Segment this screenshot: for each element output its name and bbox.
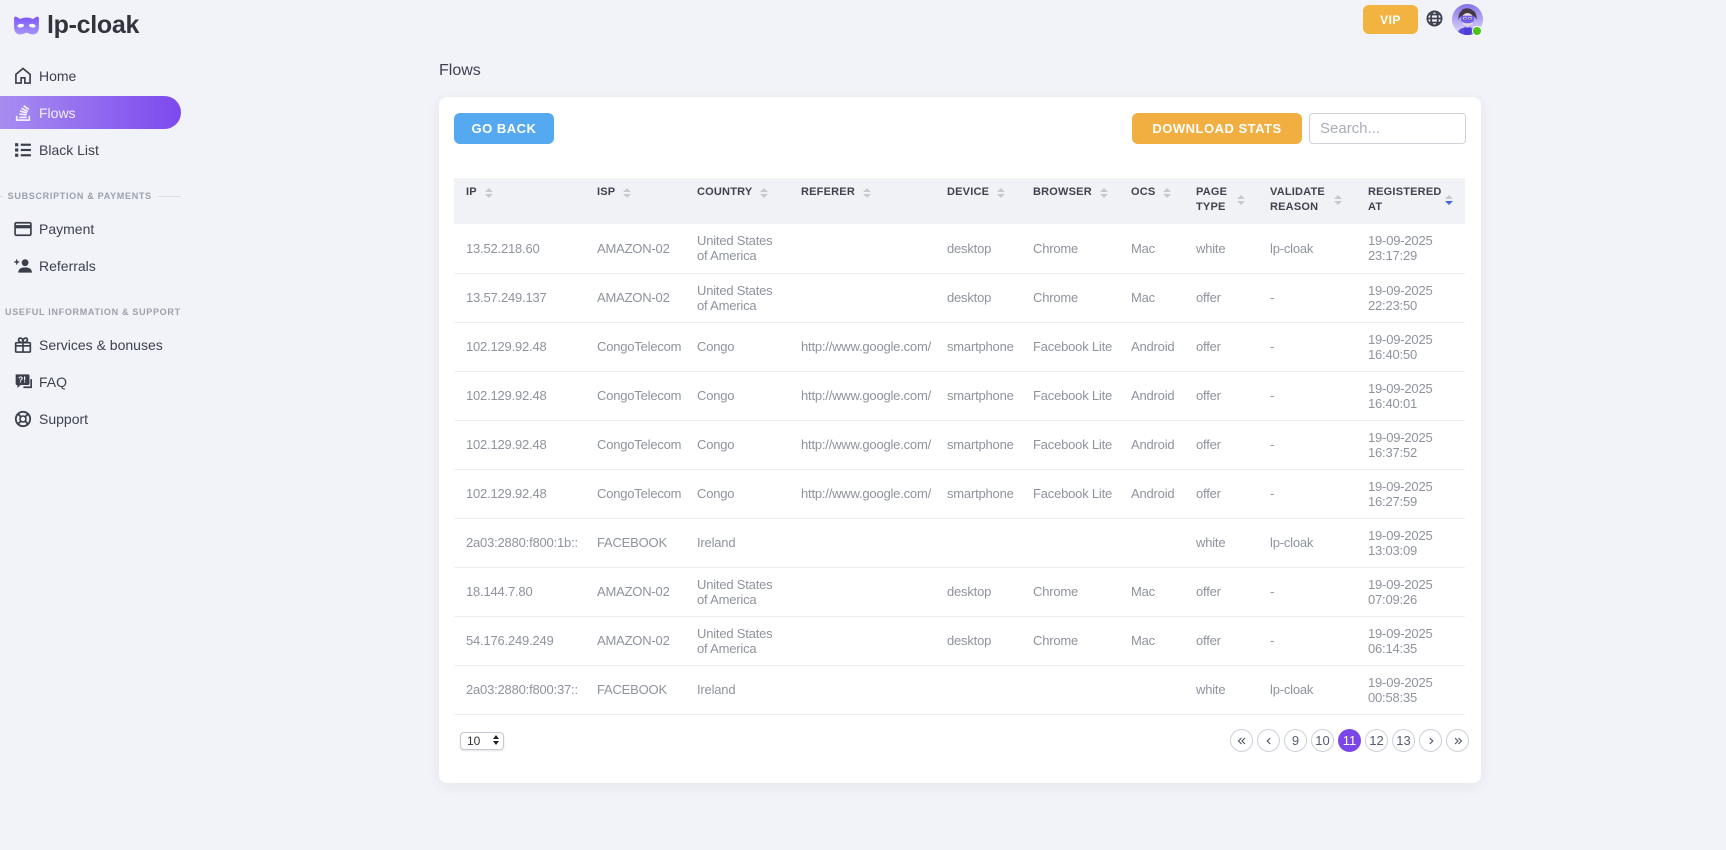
svg-text:?!: ?! — [18, 374, 26, 384]
